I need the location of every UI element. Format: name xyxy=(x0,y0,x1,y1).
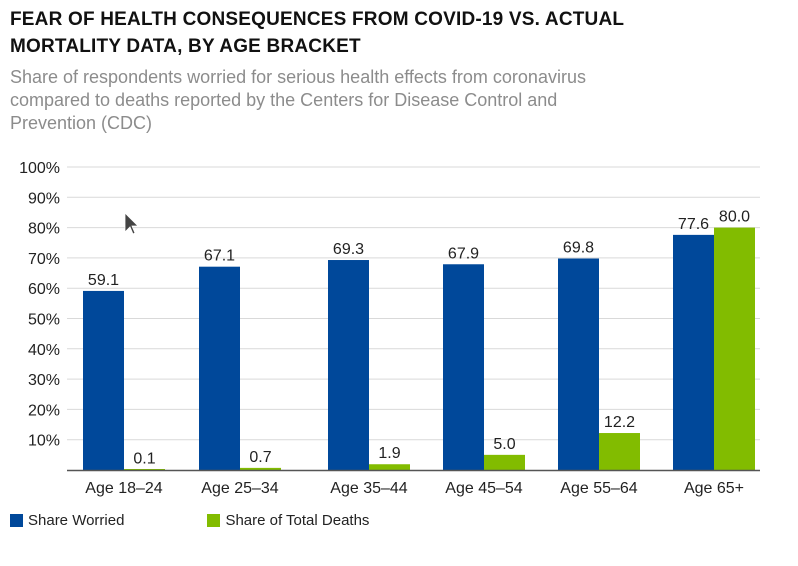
y-tick-label: 90% xyxy=(28,190,60,207)
x-tick-label: Age 45–54 xyxy=(445,480,523,497)
bar-chart: 10% 20% 30% 40% 50% 60% 70% 80% 90% 100% 59.1 0.1 6… xyxy=(19,160,760,497)
legend-label-worried: Share Worried xyxy=(28,512,125,529)
chart-subtitle: Share of respondents worried for serious… xyxy=(10,67,586,133)
data-label: 80.0 xyxy=(719,209,750,226)
data-label: 0.7 xyxy=(249,449,271,466)
y-tick-labels: 10% 20% 30% 40% 50% 60% 70% 80% 90% 100% xyxy=(19,160,60,450)
data-label: 69.3 xyxy=(333,241,364,258)
y-tick-label: 70% xyxy=(28,251,60,268)
data-label: 0.1 xyxy=(133,451,155,468)
y-tick-label: 50% xyxy=(28,312,60,329)
bar-share-worried xyxy=(328,260,369,470)
chart-legend: Share Worried Share of Total Deaths xyxy=(10,512,369,529)
x-tick-label: Age 55–64 xyxy=(560,480,638,497)
gridlines xyxy=(67,166,760,441)
bar-share-deaths xyxy=(484,454,525,470)
y-tick-label: 20% xyxy=(28,402,60,419)
chart-title: FEAR OF HEALTH CONSEQUENCES FROM COVID-1… xyxy=(10,9,624,57)
legend-item-deaths: Share of Total Deaths xyxy=(207,512,369,529)
bar-share-deaths xyxy=(240,467,281,470)
bar-share-worried xyxy=(673,234,714,470)
mouse-cursor-icon xyxy=(124,212,139,235)
data-label: 12.2 xyxy=(604,414,635,431)
data-label: 5.0 xyxy=(493,436,515,453)
y-tick-label: 100% xyxy=(19,160,60,177)
data-label: 1.9 xyxy=(378,445,400,462)
data-label: 77.6 xyxy=(678,216,709,233)
data-labels: 59.1 0.1 67.1 0.7 69.3 1.9 67.9 5.0 69.8 12.2 77.6… xyxy=(88,209,750,468)
data-label: 67.9 xyxy=(448,245,479,262)
legend-label-deaths: Share of Total Deaths xyxy=(225,512,370,529)
y-tick-label: 10% xyxy=(28,433,60,450)
legend-item-worried: Share Worried xyxy=(10,512,124,529)
legend-swatch-deaths xyxy=(207,514,221,527)
bar-share-worried xyxy=(199,266,240,470)
y-tick-label: 60% xyxy=(28,281,60,298)
y-tick-label: 40% xyxy=(28,342,60,359)
bar-share-worried xyxy=(83,290,124,470)
x-tick-label: Age 18–24 xyxy=(85,480,163,497)
x-tick-labels: Age 18–24 Age 25–34 Age 35–44 Age 45–54 Age … xyxy=(85,480,744,497)
legend-swatch-worried xyxy=(10,514,23,527)
x-tick-label: Age 65+ xyxy=(684,480,744,497)
bars xyxy=(83,227,755,470)
bar-share-worried xyxy=(443,264,484,470)
bar-share-deaths xyxy=(369,464,410,470)
x-tick-label: Age 25–34 xyxy=(201,480,279,497)
bar-share-deaths xyxy=(124,469,165,470)
y-tick-label: 30% xyxy=(28,372,60,389)
data-label: 69.8 xyxy=(563,240,594,257)
bar-share-worried xyxy=(558,258,599,470)
y-tick-label: 80% xyxy=(28,221,60,238)
bar-share-deaths xyxy=(599,433,640,470)
bar-share-deaths xyxy=(714,227,755,470)
x-tick-label: Age 35–44 xyxy=(330,480,408,497)
data-label: 59.1 xyxy=(88,272,119,289)
data-label: 67.1 xyxy=(204,248,235,265)
